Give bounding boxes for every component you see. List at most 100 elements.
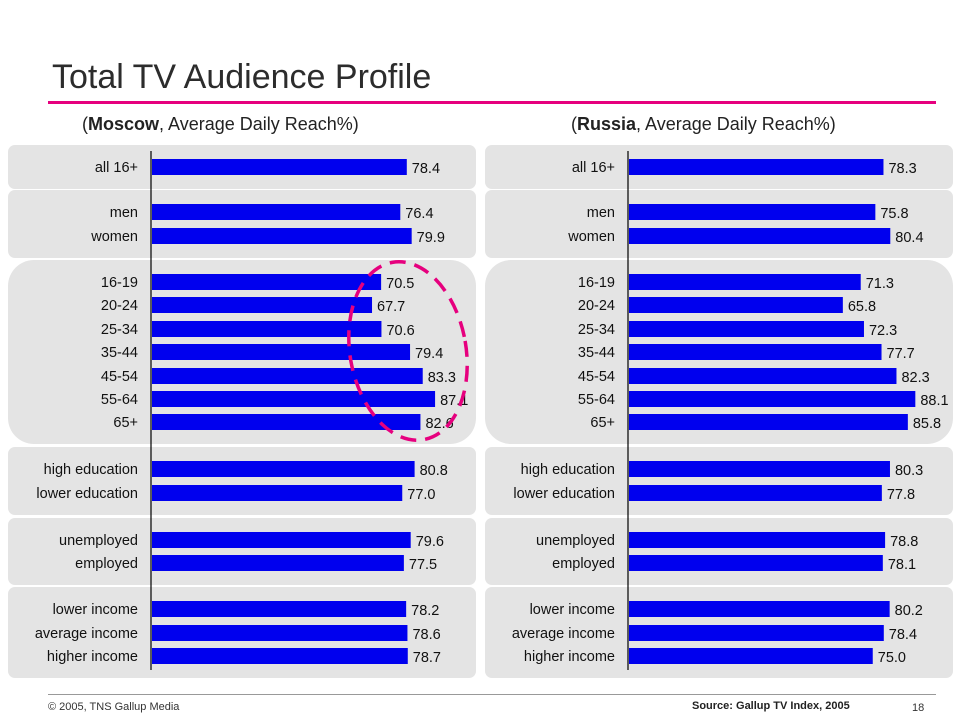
bar: [629, 344, 882, 360]
category-label: average income: [512, 626, 615, 642]
bar: [152, 159, 407, 175]
value-label: 88.1: [920, 393, 948, 409]
category-label: 55-64: [578, 392, 615, 408]
value-label: 77.0: [407, 487, 435, 503]
value-label: 80.4: [895, 230, 923, 246]
value-label: 78.6: [412, 627, 440, 643]
value-label: 67.7: [377, 299, 405, 315]
bar: [152, 321, 382, 337]
value-label: 77.8: [887, 487, 915, 503]
category-label: 65+: [113, 415, 138, 431]
category-label: 20-24: [578, 298, 615, 314]
group-background: [485, 518, 953, 585]
value-label: 77.7: [887, 346, 915, 362]
bar: [152, 555, 404, 571]
value-label: 75.8: [880, 206, 908, 222]
bar: [629, 204, 876, 220]
category-label: all 16+: [95, 160, 138, 176]
value-label: 70.6: [386, 323, 414, 339]
bar: [629, 485, 882, 501]
value-label: 85.8: [913, 416, 941, 432]
bar: [629, 555, 883, 571]
bar: [629, 625, 884, 641]
category-label: all 16+: [572, 160, 615, 176]
value-label: 65.8: [848, 299, 876, 315]
category-label: 45-54: [101, 369, 138, 385]
bar: [629, 159, 884, 175]
bar: [629, 228, 891, 244]
category-label: 25-34: [101, 322, 138, 338]
category-label: 20-24: [101, 298, 138, 314]
bar: [152, 368, 423, 384]
category-label: 16-19: [101, 275, 138, 291]
value-label: 76.4: [405, 206, 433, 222]
category-label: lower income: [530, 602, 615, 618]
bar: [152, 391, 436, 407]
title-underline: [48, 101, 936, 104]
value-label: 78.2: [411, 603, 439, 619]
panel-location: Moscow: [88, 114, 160, 134]
bar: [152, 601, 407, 617]
value-label: 71.3: [866, 276, 894, 292]
panel-subtitle: , Average Daily Reach%): [636, 114, 836, 134]
bar: [152, 228, 412, 244]
copyright: © 2005, TNS Gallup Media: [48, 701, 180, 713]
category-label: 45-54: [578, 369, 615, 385]
group-background: [8, 518, 476, 585]
reach-bar-charts: all 16+ 78.4 men 76.4 women 79.9 16-19 70.5 20-2…: [8, 145, 953, 678]
category-label: lower education: [36, 486, 138, 502]
bar: [629, 274, 861, 290]
category-label: 35-44: [578, 345, 615, 361]
category-label: lower education: [513, 486, 615, 502]
bar: [152, 414, 421, 430]
bar: [629, 414, 908, 430]
panel-heading-moscow: (Moscow, Average Daily Reach%): [82, 114, 359, 134]
value-label: 82.6: [425, 416, 453, 432]
value-label: 78.7: [413, 650, 441, 666]
bar: [629, 648, 873, 664]
category-label: high education: [521, 462, 615, 478]
category-label: employed: [75, 556, 138, 572]
page-title: Total TV Audience Profile: [52, 58, 432, 96]
value-label: 79.4: [415, 346, 443, 362]
group-background: [485, 447, 953, 515]
panel-subtitle: , Average Daily Reach%): [159, 114, 359, 134]
bar: [629, 321, 864, 337]
bar: [152, 625, 408, 641]
panel-location: Russia: [577, 114, 637, 134]
value-label: 78.4: [412, 161, 440, 177]
group-background: [8, 447, 476, 515]
category-label: men: [110, 205, 138, 221]
value-label: 78.1: [888, 557, 916, 573]
category-label: women: [90, 229, 138, 245]
bar: [152, 297, 373, 313]
category-label: women: [567, 229, 615, 245]
value-label: 79.6: [416, 534, 444, 550]
bar: [629, 297, 843, 313]
category-label: lower income: [53, 602, 138, 618]
category-label: 16-19: [578, 275, 615, 291]
value-label: 82.3: [901, 370, 929, 386]
value-label: 75.0: [878, 650, 906, 666]
bar: [152, 344, 411, 360]
bar: [629, 532, 886, 548]
value-label: 80.3: [895, 463, 923, 479]
category-label: 65+: [590, 415, 615, 431]
value-label: 80.2: [895, 603, 923, 619]
highlight-ellipse: [347, 260, 469, 442]
category-label: average income: [35, 626, 138, 642]
category-label: employed: [552, 556, 615, 572]
bar: [629, 461, 890, 477]
bar: [629, 601, 890, 617]
value-label: 80.8: [420, 463, 448, 479]
category-label: 25-34: [578, 322, 615, 338]
bar: [152, 532, 411, 548]
category-label: higher income: [47, 649, 138, 665]
source-note: Source: Gallup TV Index, 2005: [692, 700, 850, 712]
bar: [152, 648, 408, 664]
group-background: [8, 190, 476, 258]
category-label: higher income: [524, 649, 615, 665]
panel-heading-russia: (Russia, Average Daily Reach%): [571, 114, 836, 134]
bar: [152, 274, 382, 290]
category-label: men: [587, 205, 615, 221]
